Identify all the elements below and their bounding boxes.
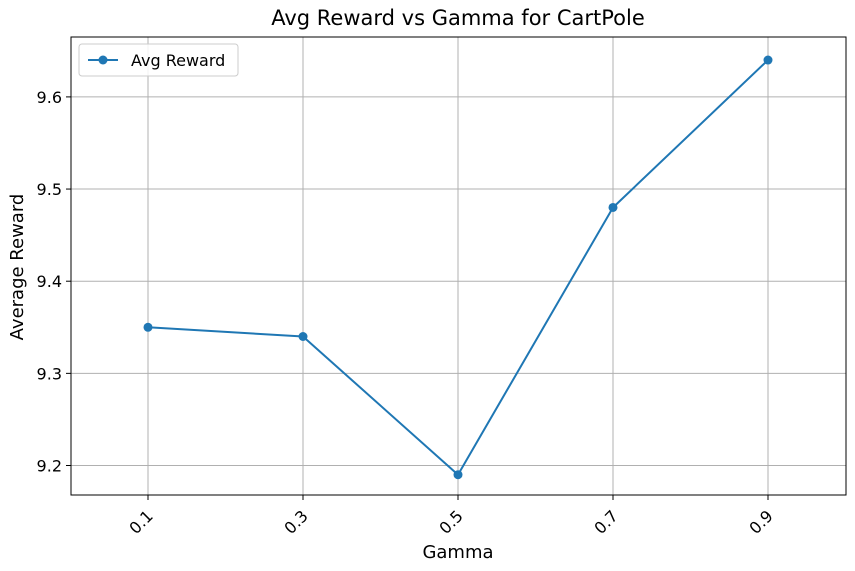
data-point bbox=[143, 322, 153, 332]
legend: Avg Reward bbox=[78, 43, 239, 77]
data-point bbox=[298, 331, 308, 341]
axes: 0.1 0.3 0.5 0.7 0.9 9.2 9.3 9.4 9.5 9.6 bbox=[37, 36, 847, 538]
chart-title: Avg Reward vs Gamma for CartPole bbox=[271, 6, 645, 30]
y-tick-label: 9.2 bbox=[37, 457, 62, 476]
y-tick-label: 9.3 bbox=[37, 364, 62, 383]
data-point bbox=[763, 55, 773, 65]
data-point bbox=[608, 202, 618, 212]
data-point bbox=[453, 470, 463, 480]
x-axis-label: Gamma bbox=[422, 542, 493, 563]
series-layer bbox=[143, 55, 773, 480]
x-tick-label: 0.3 bbox=[280, 506, 311, 537]
y-tick-label: 9.6 bbox=[37, 88, 62, 107]
grid bbox=[71, 37, 846, 495]
y-tick-label: 9.4 bbox=[37, 272, 62, 291]
plot-frame bbox=[70, 36, 847, 496]
x-tick-label: 0.5 bbox=[435, 506, 466, 537]
x-tick-label: 0.9 bbox=[745, 506, 776, 537]
legend-label: Avg Reward bbox=[131, 51, 225, 70]
legend-box bbox=[78, 43, 239, 77]
y-axis-label: Average Reward bbox=[7, 194, 28, 341]
y-tick-label: 9.5 bbox=[37, 180, 62, 199]
legend-swatch-marker bbox=[98, 55, 108, 65]
x-tick-label: 0.1 bbox=[125, 506, 156, 537]
x-tick-label: 0.7 bbox=[590, 506, 621, 537]
